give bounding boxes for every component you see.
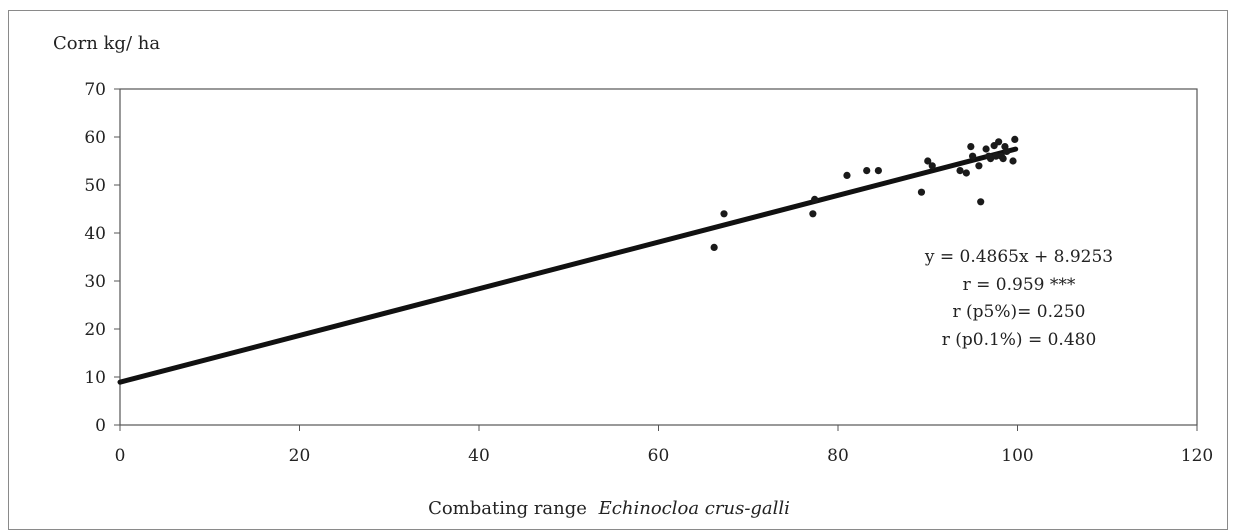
y-tick-label: 20: [84, 320, 106, 340]
y-tick-label: 30: [84, 272, 106, 292]
data-points: [710, 135, 1019, 251]
annotation-equation: y = 0.4865x + 8.9253: [924, 247, 1113, 267]
data-point: [917, 188, 926, 196]
x-axis-title: Combating range Echinocloa crus-galli: [428, 498, 790, 519]
data-point: [863, 167, 871, 175]
data-point: [809, 210, 817, 218]
x-tick-label: 0: [115, 446, 126, 466]
data-point: [986, 155, 995, 163]
data-point: [969, 152, 977, 160]
trendline: [117, 146, 1019, 385]
x-axis-title-main: Combating range: [428, 498, 587, 519]
chart-frame: 0 10 20 30 40 50 60 70 0 20 40 60 80 100 120 Corn kg/ …: [8, 10, 1228, 530]
data-point: [975, 162, 983, 170]
data-point: [928, 162, 936, 170]
data-point: [962, 169, 970, 177]
data-point: [1009, 157, 1017, 165]
x-tick-label: 120: [1181, 446, 1213, 466]
scatter-chart: 0 10 20 30 40 50 60 70 0 20 40 60 80 100 120 Corn kg/ …: [53, 33, 1213, 519]
y-tick-label: 40: [84, 224, 106, 244]
annotation-r-p01: r (p0.1%) = 0.480: [942, 330, 1097, 350]
data-point: [982, 145, 990, 153]
data-point: [967, 143, 975, 151]
data-point: [874, 167, 882, 175]
y-tick-label: 0: [95, 416, 106, 436]
y-tick-label: 60: [84, 128, 106, 148]
trendline-group: [117, 146, 1019, 385]
data-point: [1011, 135, 1019, 143]
data-point: [992, 152, 1000, 160]
y-tick-label: 70: [84, 80, 106, 100]
x-axis-title-species: Echinocloa crus-galli: [598, 498, 790, 519]
y-tick-label: 10: [84, 368, 106, 388]
data-point: [956, 167, 964, 175]
data-point: [995, 138, 1003, 146]
regression-annotations: y = 0.4865x + 8.9253 r = 0.959 *** r (p5…: [924, 247, 1113, 350]
annotation-r-p5: r (p5%)= 0.250: [953, 302, 1086, 322]
y-tick-label: 50: [84, 176, 106, 196]
x-tick-label: 80: [827, 446, 849, 466]
x-tick-label: 40: [468, 446, 490, 466]
x-tick-label: 60: [648, 446, 670, 466]
annotation-r: r = 0.959 ***: [963, 275, 1076, 295]
data-point: [710, 243, 718, 251]
data-point: [811, 195, 819, 203]
data-point: [924, 157, 932, 165]
x-tick-label: 100: [1001, 446, 1033, 466]
x-tick-label: 20: [289, 446, 311, 466]
y-axis-title: Corn kg/ ha: [53, 33, 160, 54]
data-point: [720, 210, 728, 218]
data-point: [977, 198, 985, 206]
axes: 0 10 20 30 40 50 60 70 0 20 40 60 80 100 120: [84, 80, 1213, 466]
data-point: [1003, 147, 1011, 155]
data-point: [999, 155, 1007, 163]
data-point: [843, 171, 851, 179]
